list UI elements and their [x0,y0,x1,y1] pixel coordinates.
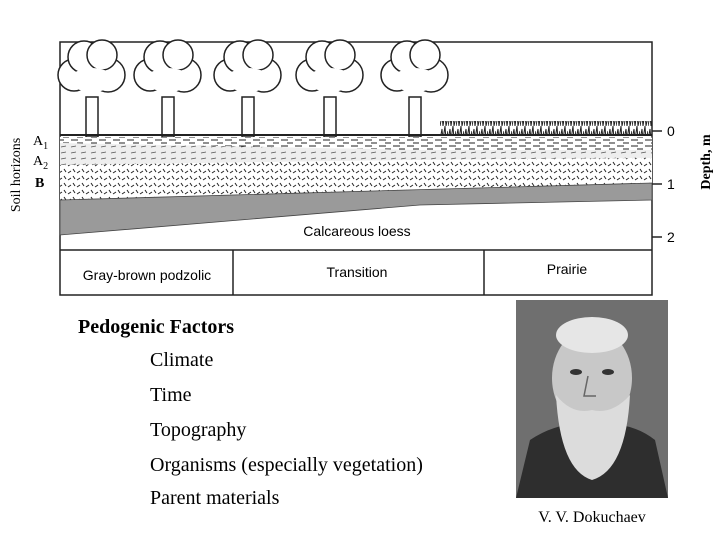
horizon-letter: A [33,134,44,149]
factor-list: Pedogenic Factors Climate Time Topograph… [78,316,423,509]
depth-tick-label: 0 [667,123,675,139]
depth-tick-label: 1 [667,176,675,192]
list-item: Topography [150,419,246,441]
zone-label: Transition [327,264,388,280]
depth-tick-label: 2 [667,229,675,245]
axis-right-label: Depth, m [699,134,714,190]
list-item: Organisms (especially vegetation) [150,454,423,476]
horizon-label: B [35,176,44,191]
list-item: Time [150,384,192,406]
horizon-letter: A [33,154,44,169]
list-item: Parent materials [150,487,280,509]
horizon-sub: 2 [43,161,48,172]
layer-label: Calcareous loess [303,223,410,239]
grass [440,121,652,135]
nose [583,375,596,397]
horizon-sub: 1 [43,141,48,152]
eye [602,369,614,375]
layer-dark [59,182,653,236]
layer-a2 [60,143,652,165]
eye [570,369,582,375]
soil-diagram: Calcareous loess Gray-brown podzolic Tra… [9,39,714,296]
portrait-caption: V. V. Dokuchaev [538,509,646,526]
head [556,317,628,353]
layer-a1 [60,137,652,150]
beard [556,395,630,480]
horizon-label: A1 [33,134,48,152]
zone-label: Gray-brown podzolic [83,267,211,283]
axis-left-label: Soil horizons [9,138,24,212]
face [552,328,632,428]
list-title: Pedogenic Factors [78,316,234,338]
portrait: V. V. Dokuchaev [516,300,668,526]
list-item: Climate [150,349,213,371]
horizon-label: A2 [33,154,48,172]
layer-b [60,158,652,200]
zone-label: Prairie [547,261,588,277]
